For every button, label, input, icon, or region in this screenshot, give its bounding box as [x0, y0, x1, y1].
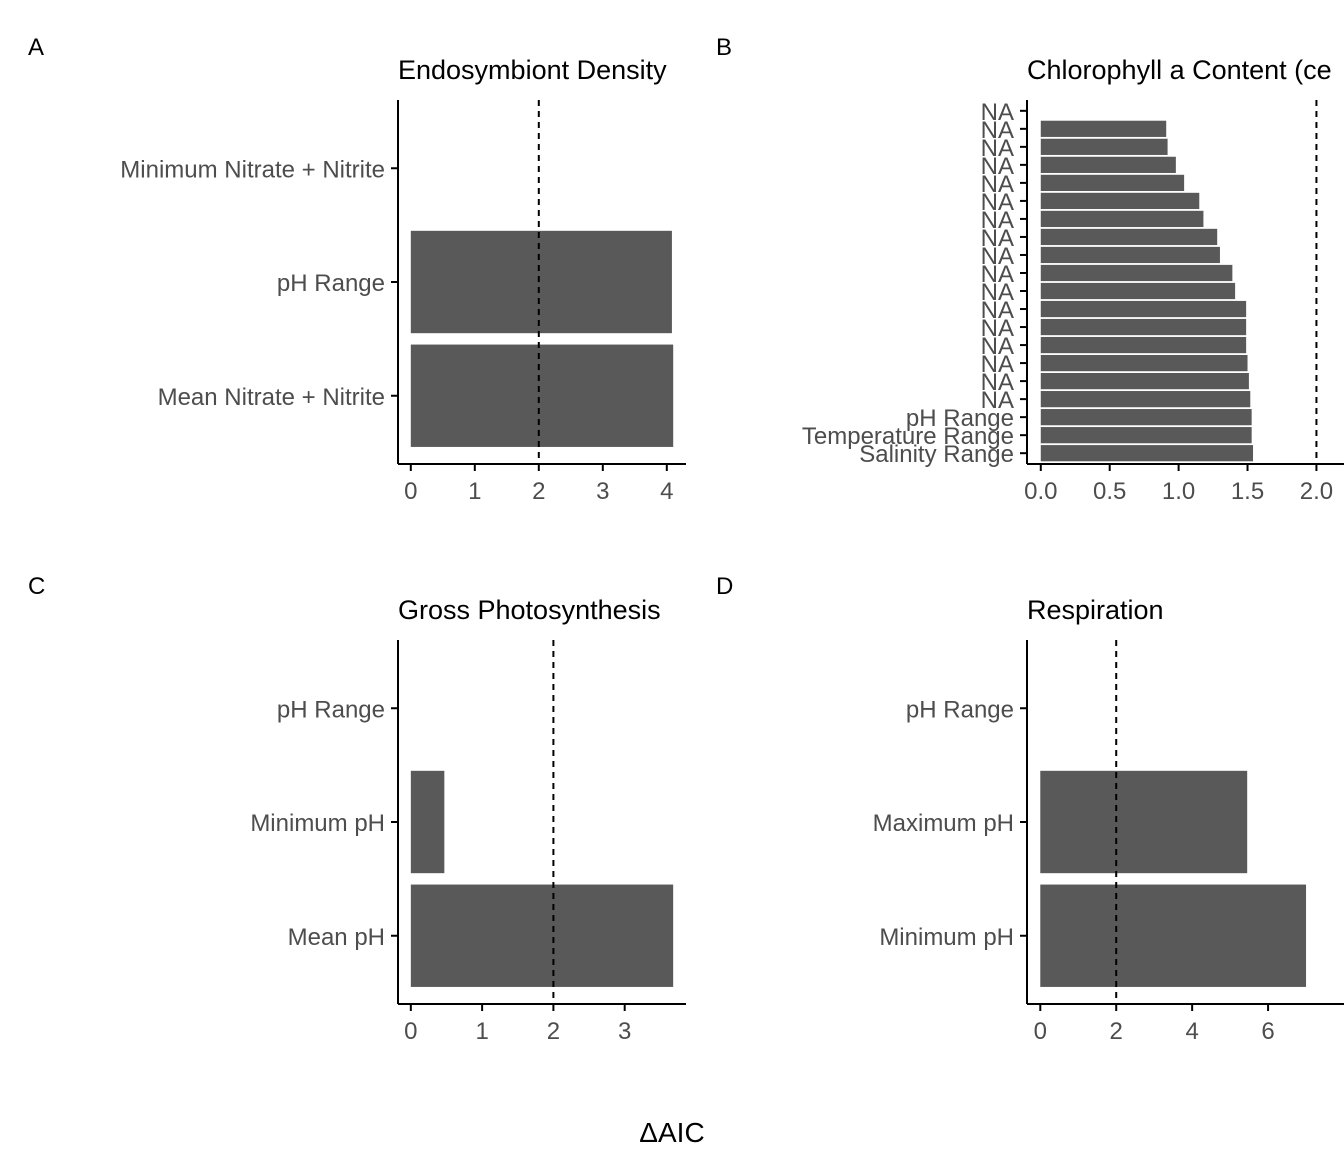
y-tick-label-b-2: NA	[981, 117, 1014, 144]
y-tick-label-c-1: pH Range	[277, 696, 385, 723]
bar-d-2	[1040, 770, 1248, 874]
bar-b-5	[1040, 174, 1185, 191]
y-tick-label-b-19: Temperature Range	[802, 423, 1014, 450]
x-tick-label-a-5: 4	[660, 478, 673, 505]
bar-c-3	[410, 884, 674, 987]
y-tick-label-d-1: pH Range	[906, 696, 1014, 723]
y-tick-label-a-2: pH Range	[277, 270, 385, 297]
x-tick-label-b-3: 1.0	[1162, 478, 1195, 505]
panel-tag-b: B	[716, 34, 732, 61]
x-tick-label-d-2: 2	[1110, 1018, 1123, 1045]
bar-a-3	[410, 344, 674, 447]
y-tick-label-b-8: NA	[981, 225, 1014, 252]
bar-b-11	[1040, 282, 1236, 300]
bar-b-14	[1040, 336, 1247, 354]
y-tick-label-b-15: NA	[981, 351, 1014, 378]
y-tick-label-b-18: pH Range	[906, 405, 1014, 432]
bar-b-3	[1040, 138, 1168, 155]
bar-b-18	[1040, 409, 1252, 426]
panel-tag-d: D	[716, 573, 733, 600]
y-tick-label-b-6: NA	[981, 189, 1014, 216]
bar-b-10	[1040, 264, 1233, 282]
chart-panel-b: 0.0 0.5 1.0 1.5 2.0NANANANANANANANANANANANAN…	[802, 55, 1344, 505]
y-tick-label-b-14: NA	[981, 333, 1014, 360]
x-tick-label-d-1: 0	[1034, 1018, 1047, 1045]
x-tick-label-a-4: 3	[596, 478, 609, 505]
x-tick-label-b-2: 0.5	[1093, 478, 1126, 505]
panel-tag-a: A	[28, 34, 44, 61]
y-tick-label-b-7: NA	[981, 207, 1014, 234]
x-tick-label-c-1: 0	[404, 1018, 417, 1045]
bar-b-7	[1040, 210, 1204, 228]
y-tick-label-b-1: NA	[981, 99, 1014, 126]
bar-b-16	[1040, 373, 1249, 390]
chart-title-b: Chlorophyll a Content (ce	[1027, 55, 1332, 85]
x-tick-label-a-3: 2	[532, 478, 545, 505]
bar-b-2	[1040, 120, 1167, 137]
bar-c-2	[410, 770, 445, 874]
chart-title-d: Respiration	[1027, 595, 1164, 625]
chart-panel-d: 0 2 4 6 pH Range Maximum pH Minimum pH Respirat…	[873, 595, 1344, 1045]
y-tick-label-b-5: NA	[981, 171, 1014, 198]
bar-b-20	[1040, 445, 1254, 462]
y-tick-label-b-13: NA	[981, 315, 1014, 342]
y-tick-label-a-3: Mean Nitrate + Nitrite	[158, 384, 385, 411]
x-tick-label-a-1: 0	[404, 478, 417, 505]
bar-b-13	[1040, 318, 1247, 336]
x-tick-label-c-4: 3	[618, 1018, 631, 1045]
y-tick-label-b-10: NA	[981, 261, 1014, 288]
x-tick-label-d-3: 4	[1185, 1018, 1198, 1045]
bar-b-15	[1040, 354, 1248, 372]
y-tick-label-b-20: Salinity Range	[859, 441, 1014, 468]
y-tick-label-c-2: Minimum pH	[250, 810, 385, 837]
bar-b-4	[1040, 156, 1176, 173]
x-tick-label-a-2: 1	[468, 478, 481, 505]
bar-b-12	[1040, 300, 1247, 318]
y-tick-label-a-1: Minimum Nitrate + Nitrite	[120, 156, 385, 183]
y-tick-label-c-3: Mean pH	[288, 924, 385, 951]
y-tick-label-b-12: NA	[981, 297, 1014, 324]
y-tick-label-d-3: Minimum pH	[879, 924, 1014, 951]
y-tick-label-b-3: NA	[981, 135, 1014, 162]
y-tick-label-b-17: NA	[981, 387, 1014, 414]
bar-b-9	[1040, 246, 1220, 264]
bar-d-3	[1040, 884, 1307, 987]
chart-panel-a: 0 1 2 3 4 Minimum Nitrate + Nitrite pH Range Me…	[120, 55, 686, 505]
y-tick-label-b-9: NA	[981, 243, 1014, 270]
y-tick-label-d-2: Maximum pH	[873, 810, 1014, 837]
x-tick-label-c-3: 2	[547, 1018, 560, 1045]
y-tick-label-b-11: NA	[981, 279, 1014, 306]
x-tick-label-b-4: 1.5	[1231, 478, 1264, 505]
bar-b-17	[1040, 391, 1251, 408]
chart-panel-c: 0 1 2 3 pH Range Minimum pH Mean pH Gross Photo…	[250, 595, 686, 1045]
bar-b-19	[1040, 427, 1252, 444]
y-tick-label-b-4: NA	[981, 153, 1014, 180]
y-tick-label-b-16: NA	[981, 369, 1014, 396]
chart-title-c: Gross Photosynthesis	[398, 595, 661, 625]
x-tick-label-b-1: 0.0	[1024, 478, 1057, 505]
bar-b-6	[1040, 192, 1200, 210]
shared-x-axis-label: ΔAIC	[639, 1117, 704, 1148]
bar-a-2	[410, 230, 672, 334]
chart-title-a: Endosymbiont Density	[398, 55, 667, 85]
x-tick-label-c-2: 1	[475, 1018, 488, 1045]
panel-tag-c: C	[28, 573, 45, 600]
x-tick-label-d-4: 6	[1261, 1018, 1274, 1045]
bar-b-8	[1040, 228, 1218, 246]
x-tick-label-b-5: 2.0	[1300, 478, 1333, 505]
